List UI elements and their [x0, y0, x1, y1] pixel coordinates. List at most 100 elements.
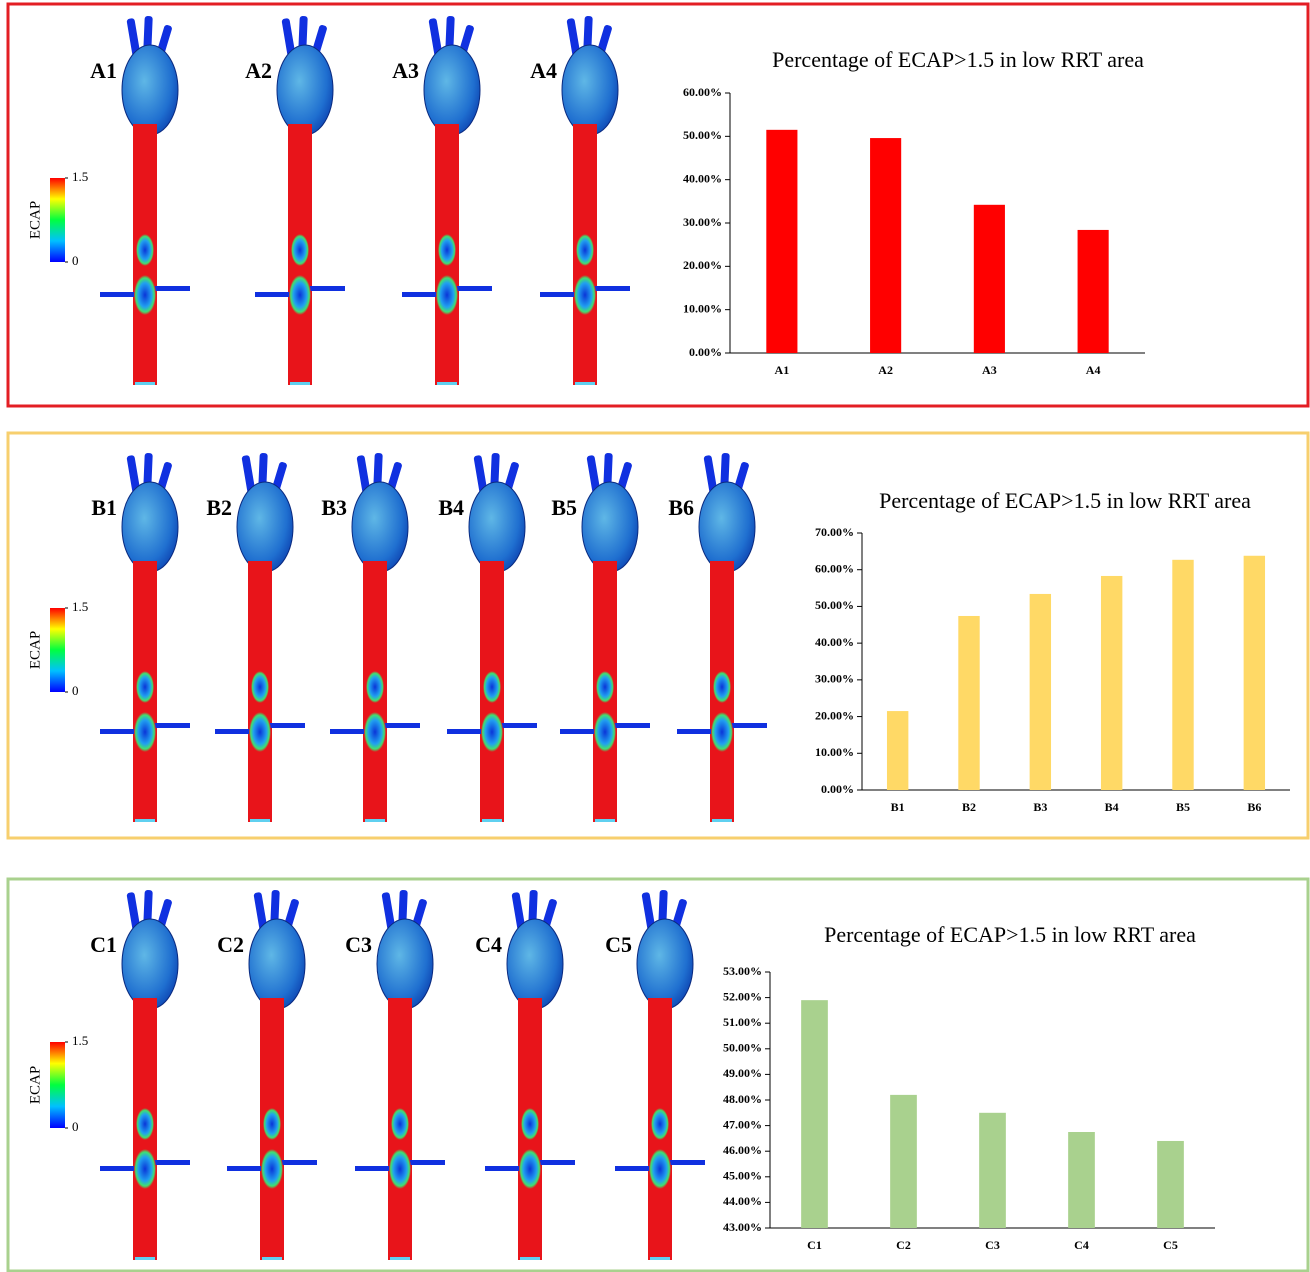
vessel-spot — [249, 712, 271, 752]
y-tick-label: 10.00% — [815, 745, 854, 759]
y-tick-label: 30.00% — [815, 672, 854, 686]
model-label: A2 — [245, 58, 272, 83]
bar — [887, 711, 908, 790]
vessel-arch — [237, 482, 293, 572]
y-tick-label: 46.00% — [723, 1143, 762, 1157]
vessel-spot — [481, 712, 503, 752]
y-tick-label: 48.00% — [723, 1092, 762, 1106]
chart-title: Percentage of ECAP>1.5 in low RRT area — [772, 47, 1144, 72]
x-tick-label: A3 — [982, 363, 997, 377]
x-tick-label: B1 — [891, 800, 905, 814]
y-tick-label: 40.00% — [815, 635, 854, 649]
vessel-spot — [134, 712, 156, 752]
x-tick-label: B3 — [1033, 800, 1047, 814]
y-tick-label: 30.00% — [683, 215, 722, 229]
figure: A1A2A3A401.5ECAPB1B2B3B4B5B601.5ECAPC1C2… — [0, 0, 1310, 1272]
vessel-spot — [366, 671, 384, 703]
vessel-trunk-base — [262, 1257, 282, 1260]
colorbar-title: ECAP — [27, 1066, 43, 1104]
colorbar-tick-label: 1.5 — [72, 1033, 88, 1048]
model-label: B6 — [668, 495, 694, 520]
vessel-spot — [289, 275, 311, 315]
x-tick-label: B4 — [1105, 800, 1119, 814]
bar — [974, 205, 1005, 353]
vessel-arch — [122, 45, 178, 135]
colorbar-title: ECAP — [27, 631, 43, 669]
vessel-spot — [136, 671, 154, 703]
colorbar-title: ECAP — [27, 201, 43, 239]
vessel-arch — [277, 45, 333, 135]
vessel-arch — [122, 919, 178, 1009]
y-tick-label: 0.00% — [689, 345, 722, 359]
bar — [870, 138, 901, 353]
vessel-spot — [391, 1108, 409, 1140]
y-tick-label: 60.00% — [683, 85, 722, 99]
colorbar-tick-label: 0 — [72, 683, 79, 698]
vessel-spot — [651, 1108, 669, 1140]
y-tick-label: 70.00% — [815, 525, 854, 539]
bar — [801, 1000, 828, 1228]
vessel-arch — [249, 919, 305, 1009]
vessel-spot — [263, 1108, 281, 1140]
colorbar — [50, 1042, 65, 1128]
y-tick-label: 50.00% — [683, 128, 722, 142]
model-label: B1 — [91, 495, 117, 520]
vessel-spot — [438, 234, 456, 266]
vessel-trunk-base — [437, 382, 457, 385]
vessel-spot — [576, 234, 594, 266]
chart-title: Percentage of ECAP>1.5 in low RRT area — [824, 922, 1196, 947]
y-tick-label: 45.00% — [723, 1169, 762, 1183]
x-tick-label: C2 — [896, 1238, 911, 1252]
model-label: B4 — [438, 495, 464, 520]
x-tick-label: C5 — [1163, 1238, 1178, 1252]
x-tick-label: C1 — [807, 1238, 822, 1252]
y-tick-label: 0.00% — [821, 782, 854, 796]
vessel-spot — [521, 1108, 539, 1140]
model-label: A1 — [90, 58, 117, 83]
vessel-spot — [711, 712, 733, 752]
y-tick-label: 49.00% — [723, 1066, 762, 1080]
model-label: B2 — [206, 495, 232, 520]
vessel-spot — [574, 275, 596, 315]
x-tick-label: B5 — [1176, 800, 1190, 814]
model-label: C5 — [605, 932, 632, 957]
vessel-spot — [134, 1149, 156, 1189]
vessel-trunk-base — [135, 382, 155, 385]
vessel-spot — [649, 1149, 671, 1189]
bar — [979, 1113, 1006, 1228]
y-tick-label: 20.00% — [683, 258, 722, 272]
vessel-trunk-base — [650, 1257, 670, 1260]
vessel-trunk-base — [365, 819, 385, 822]
vessel-arch — [377, 919, 433, 1009]
y-tick-label: 60.00% — [815, 561, 854, 575]
vessel-spot — [713, 671, 731, 703]
vessel-spot — [136, 1108, 154, 1140]
vessel-arch — [699, 482, 755, 572]
vessel-arch — [424, 45, 480, 135]
vessel-spot — [594, 712, 616, 752]
y-tick-label: 47.00% — [723, 1117, 762, 1131]
model-label: C4 — [475, 932, 502, 957]
vessel-arch — [507, 919, 563, 1009]
y-tick-label: 44.00% — [723, 1194, 762, 1208]
vessel-spot — [136, 234, 154, 266]
x-tick-label: A1 — [775, 363, 790, 377]
x-tick-label: A2 — [878, 363, 893, 377]
vessel-trunk-base — [482, 819, 502, 822]
y-tick-label: 50.00% — [815, 598, 854, 612]
y-tick-label: 40.00% — [683, 171, 722, 185]
colorbar-tick-label: 1.5 — [72, 169, 88, 184]
vessel-spot — [483, 671, 501, 703]
bar — [958, 616, 979, 790]
bar — [1030, 594, 1051, 790]
x-tick-label: B2 — [962, 800, 976, 814]
colorbar-tick-label: 0 — [72, 1119, 79, 1134]
bar — [1101, 576, 1122, 790]
vessel-trunk-base — [520, 1257, 540, 1260]
vessel-spot — [519, 1149, 541, 1189]
colorbar — [50, 608, 65, 692]
vessel-spot — [134, 275, 156, 315]
y-tick-label: 51.00% — [723, 1015, 762, 1029]
y-tick-label: 53.00% — [723, 964, 762, 978]
y-tick-label: 50.00% — [723, 1041, 762, 1055]
